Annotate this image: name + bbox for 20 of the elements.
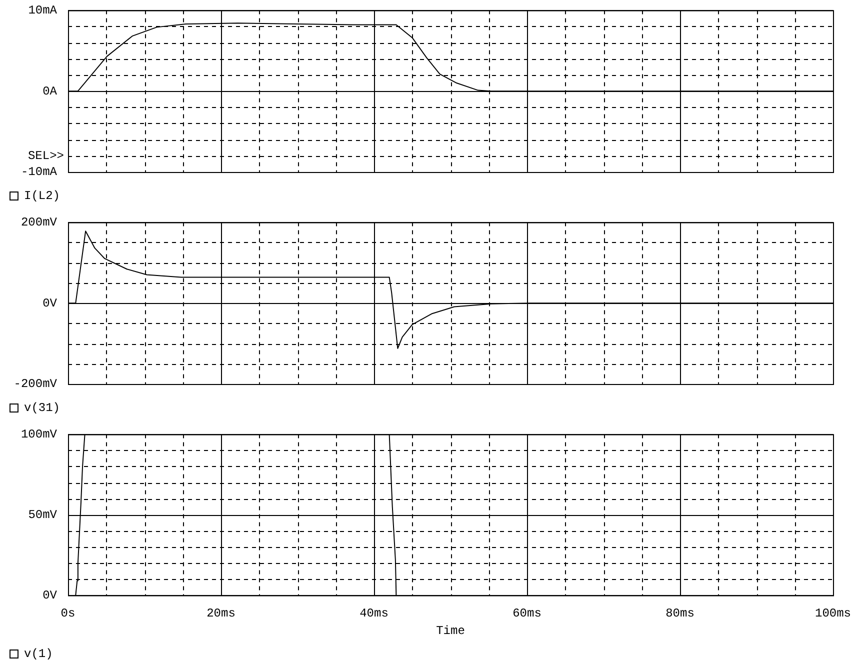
x-tick-label: 40ms bbox=[360, 606, 388, 621]
y-tick-label: 0V bbox=[42, 296, 58, 310]
y-tick-label: 100mV bbox=[20, 427, 58, 442]
y-tick-label: 50mV bbox=[28, 508, 58, 522]
x-axis-title: Time bbox=[436, 624, 465, 638]
x-tick-label: 60ms bbox=[512, 606, 542, 621]
y-tick-label: 200mV bbox=[20, 215, 58, 230]
legend-label: v(31) bbox=[24, 401, 60, 416]
text: SEL>> bbox=[28, 149, 64, 164]
y-tick-label: 0A bbox=[42, 84, 58, 98]
x-tick-label: 100ms bbox=[814, 606, 852, 621]
y-tick-label: 10mA bbox=[28, 3, 58, 18]
y-tick-label: -10mA bbox=[20, 165, 58, 180]
y-tick-label: -200mV bbox=[14, 377, 58, 392]
legend-label: I(L2) bbox=[24, 189, 60, 204]
y-tick-label: 0V bbox=[42, 588, 58, 602]
x-tick-label: 20ms bbox=[206, 606, 236, 621]
x-tick-label: 0s bbox=[60, 606, 76, 621]
x-tick-label: 80ms bbox=[666, 606, 694, 621]
legend-label: v(1) bbox=[24, 647, 53, 662]
